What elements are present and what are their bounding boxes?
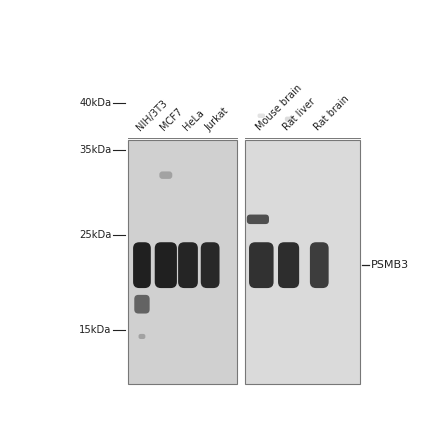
FancyBboxPatch shape bbox=[257, 113, 265, 118]
FancyBboxPatch shape bbox=[133, 242, 151, 288]
Text: 35kDa: 35kDa bbox=[79, 145, 111, 155]
FancyBboxPatch shape bbox=[247, 215, 269, 224]
Text: 25kDa: 25kDa bbox=[79, 230, 111, 239]
Text: MCF7: MCF7 bbox=[159, 106, 185, 133]
FancyBboxPatch shape bbox=[159, 172, 172, 179]
Text: PSMB3: PSMB3 bbox=[370, 260, 409, 270]
Text: Rat liver: Rat liver bbox=[282, 97, 318, 133]
FancyBboxPatch shape bbox=[249, 242, 274, 288]
Text: 15kDa: 15kDa bbox=[79, 325, 111, 335]
Text: NIH/3T3: NIH/3T3 bbox=[135, 98, 169, 133]
Text: HeLa: HeLa bbox=[181, 108, 205, 133]
Text: 40kDa: 40kDa bbox=[79, 98, 111, 108]
Text: Rat brain: Rat brain bbox=[312, 94, 351, 133]
FancyBboxPatch shape bbox=[155, 242, 177, 288]
Text: Mouse brain: Mouse brain bbox=[254, 83, 304, 133]
FancyBboxPatch shape bbox=[310, 242, 329, 288]
FancyBboxPatch shape bbox=[245, 139, 360, 384]
FancyBboxPatch shape bbox=[201, 242, 220, 288]
FancyBboxPatch shape bbox=[278, 242, 299, 288]
FancyBboxPatch shape bbox=[128, 139, 238, 384]
FancyBboxPatch shape bbox=[139, 334, 145, 339]
FancyBboxPatch shape bbox=[285, 116, 292, 122]
FancyBboxPatch shape bbox=[134, 295, 150, 314]
FancyBboxPatch shape bbox=[178, 242, 198, 288]
Text: Jurkat: Jurkat bbox=[203, 105, 230, 133]
